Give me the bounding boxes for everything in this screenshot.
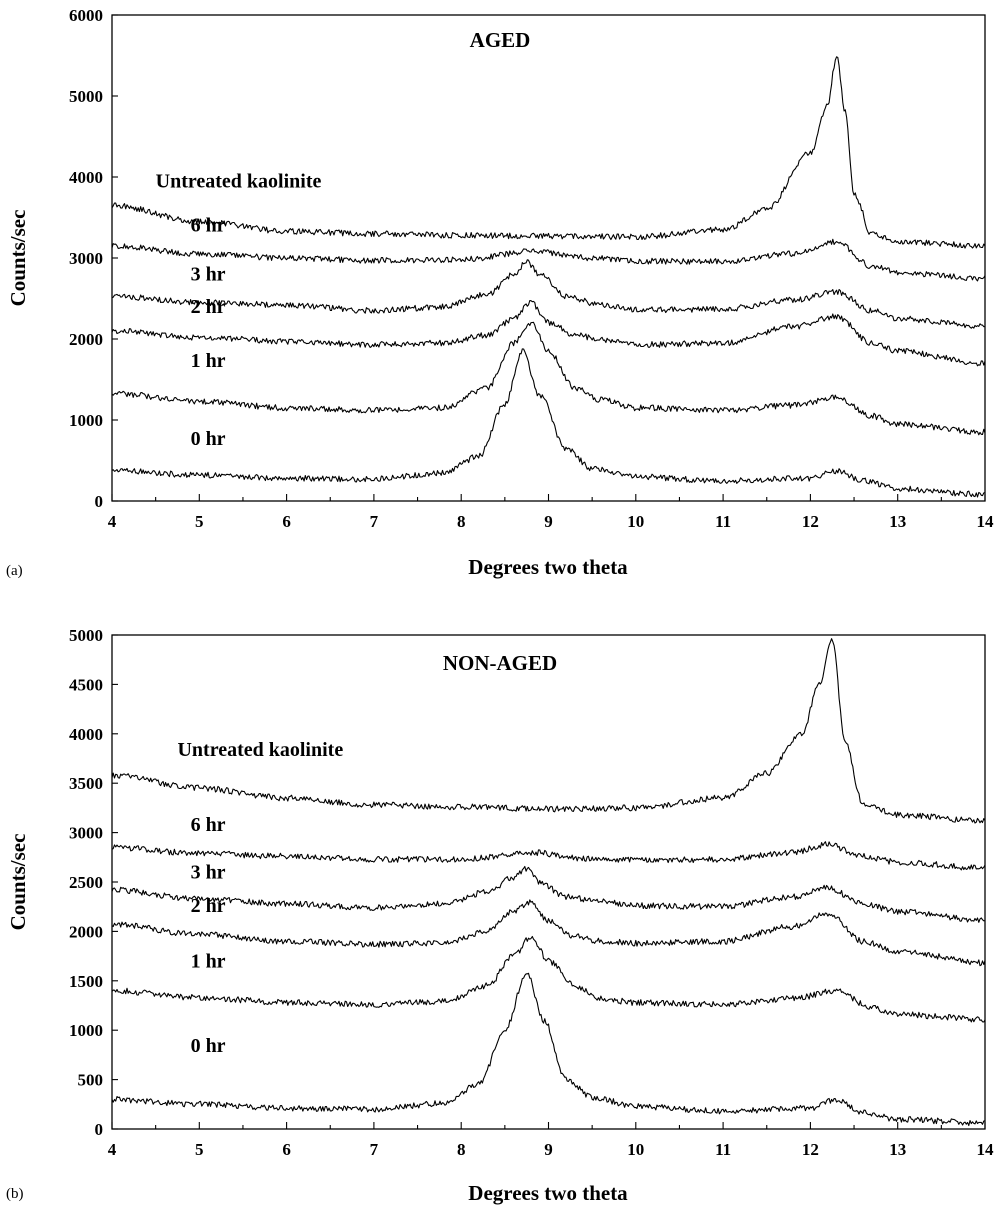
x-tick-label: 12 bbox=[802, 1140, 819, 1159]
series-label-2-hr: 2 hr bbox=[191, 895, 226, 917]
panel-b-title: NON-AGED bbox=[443, 651, 557, 675]
x-tick-label: 11 bbox=[715, 512, 731, 531]
panel-a-y-axis-label: Counts/sec bbox=[6, 210, 30, 307]
x-tick-label: 13 bbox=[889, 1140, 906, 1159]
y-tick-label: 6000 bbox=[69, 6, 103, 25]
series-label-1-hr: 1 hr bbox=[191, 950, 226, 972]
y-tick-label: 3000 bbox=[69, 249, 103, 268]
y-tick-label: 2000 bbox=[69, 922, 103, 941]
series-label-6-hr: 6 hr bbox=[191, 215, 226, 237]
x-tick-label: 7 bbox=[370, 1140, 379, 1159]
panel-a-letter: (a) bbox=[6, 563, 23, 579]
series-label-6-hr: 6 hr bbox=[191, 814, 226, 836]
series-line-0-hr bbox=[111, 348, 986, 498]
x-tick-label: 8 bbox=[457, 512, 466, 531]
series-label-untreated-kaolinite: Untreated kaolinite bbox=[156, 170, 322, 192]
x-tick-label: 5 bbox=[195, 1140, 204, 1159]
y-tick-label: 5000 bbox=[69, 626, 103, 645]
panel-b-x-axis: 4 5 6 7 8 9 10 11 12 13 14 bbox=[108, 1122, 994, 1159]
panel-b-y-axis-label: Counts/sec bbox=[6, 834, 30, 931]
panel-a-x-axis: 4 5 6 7 8 9 10 11 12 13 14 bbox=[108, 494, 994, 531]
series-line-1-hr bbox=[111, 321, 986, 436]
y-tick-label: 4500 bbox=[69, 675, 103, 694]
x-tick-label: 9 bbox=[544, 1140, 553, 1159]
panel-a-plot-frame bbox=[111, 14, 986, 502]
series-label-0-hr: 0 hr bbox=[191, 1035, 226, 1057]
series-label-3-hr: 3 hr bbox=[191, 263, 226, 285]
x-tick-label: 6 bbox=[282, 1140, 291, 1159]
series-line-1-hr bbox=[111, 935, 986, 1023]
x-tick-label: 14 bbox=[977, 1140, 995, 1159]
series-label-2-hr: 2 hr bbox=[191, 296, 226, 318]
panel-a-aged: 0 1000 2000 3000 4000 5000 6000 4 5 6 7 8 9 10 11 12 13… bbox=[6, 6, 994, 579]
y-tick-label: 1000 bbox=[69, 1021, 103, 1040]
series-line-2-hr bbox=[111, 300, 986, 367]
series-line-6-hr bbox=[111, 841, 986, 871]
series-line-3-hr bbox=[111, 865, 986, 923]
panel-a-x-axis-label: Degrees two theta bbox=[468, 555, 628, 579]
series-label-untreated-kaolinite: Untreated kaolinite bbox=[177, 739, 343, 761]
x-tick-label: 10 bbox=[627, 1140, 644, 1159]
x-tick-label: 6 bbox=[282, 512, 291, 531]
x-tick-label: 9 bbox=[544, 512, 553, 531]
x-tick-label: 12 bbox=[802, 512, 819, 531]
y-tick-label: 0 bbox=[95, 1120, 104, 1139]
series-line-untreated-kaolinite bbox=[111, 638, 986, 824]
y-tick-label: 3500 bbox=[69, 774, 103, 793]
panel-b-plot-frame bbox=[111, 634, 986, 1130]
y-tick-label: 3000 bbox=[69, 824, 103, 843]
series-label-1-hr: 1 hr bbox=[191, 350, 226, 372]
x-tick-label: 13 bbox=[889, 512, 906, 531]
panel-b-non-aged: 0 500 1000 1500 2000 2500 3000 3500 4000 4500 5000… bbox=[6, 626, 994, 1205]
y-tick-label: 500 bbox=[78, 1071, 104, 1090]
panel-b-series: Untreated kaolinite 6 hr 3 hr 2 hr 1 hr 0 hr bbox=[111, 638, 986, 1127]
x-tick-label: 11 bbox=[715, 1140, 731, 1159]
series-line-3-hr bbox=[111, 259, 986, 329]
y-tick-label: 2000 bbox=[69, 330, 103, 349]
panel-b-y-axis: 0 500 1000 1500 2000 2500 3000 3500 4000 4500 5000 bbox=[69, 626, 118, 1139]
panel-b-x-axis-label: Degrees two theta bbox=[468, 1181, 628, 1205]
panel-b-letter: (b) bbox=[6, 1186, 24, 1202]
series-label-0-hr: 0 hr bbox=[191, 428, 226, 450]
y-tick-label: 0 bbox=[95, 492, 104, 511]
series-line-untreated-kaolinite bbox=[111, 56, 986, 249]
series-line-0-hr bbox=[111, 972, 986, 1127]
y-tick-label: 1000 bbox=[69, 411, 103, 430]
x-tick-label: 4 bbox=[108, 512, 117, 531]
series-label-3-hr: 3 hr bbox=[191, 862, 226, 884]
x-tick-label: 10 bbox=[627, 512, 644, 531]
x-tick-label: 5 bbox=[195, 512, 204, 531]
y-tick-label: 4000 bbox=[69, 168, 103, 187]
y-tick-label: 5000 bbox=[69, 87, 103, 106]
panel-a-title: AGED bbox=[470, 28, 531, 52]
y-tick-label: 1500 bbox=[69, 972, 103, 991]
x-tick-label: 7 bbox=[370, 512, 379, 531]
x-tick-label: 4 bbox=[108, 1140, 117, 1159]
series-line-6-hr bbox=[111, 238, 986, 282]
series-line-2-hr bbox=[111, 899, 986, 967]
y-tick-label: 2500 bbox=[69, 873, 103, 892]
panel-a-y-axis: 0 1000 2000 3000 4000 5000 6000 bbox=[69, 6, 118, 511]
y-tick-label: 4000 bbox=[69, 725, 103, 744]
x-tick-label: 14 bbox=[977, 512, 995, 531]
panel-a-series: Untreated kaolinite 6 hr 3 hr 2 hr 1 hr 0 hr bbox=[111, 56, 986, 498]
x-tick-label: 8 bbox=[457, 1140, 466, 1159]
